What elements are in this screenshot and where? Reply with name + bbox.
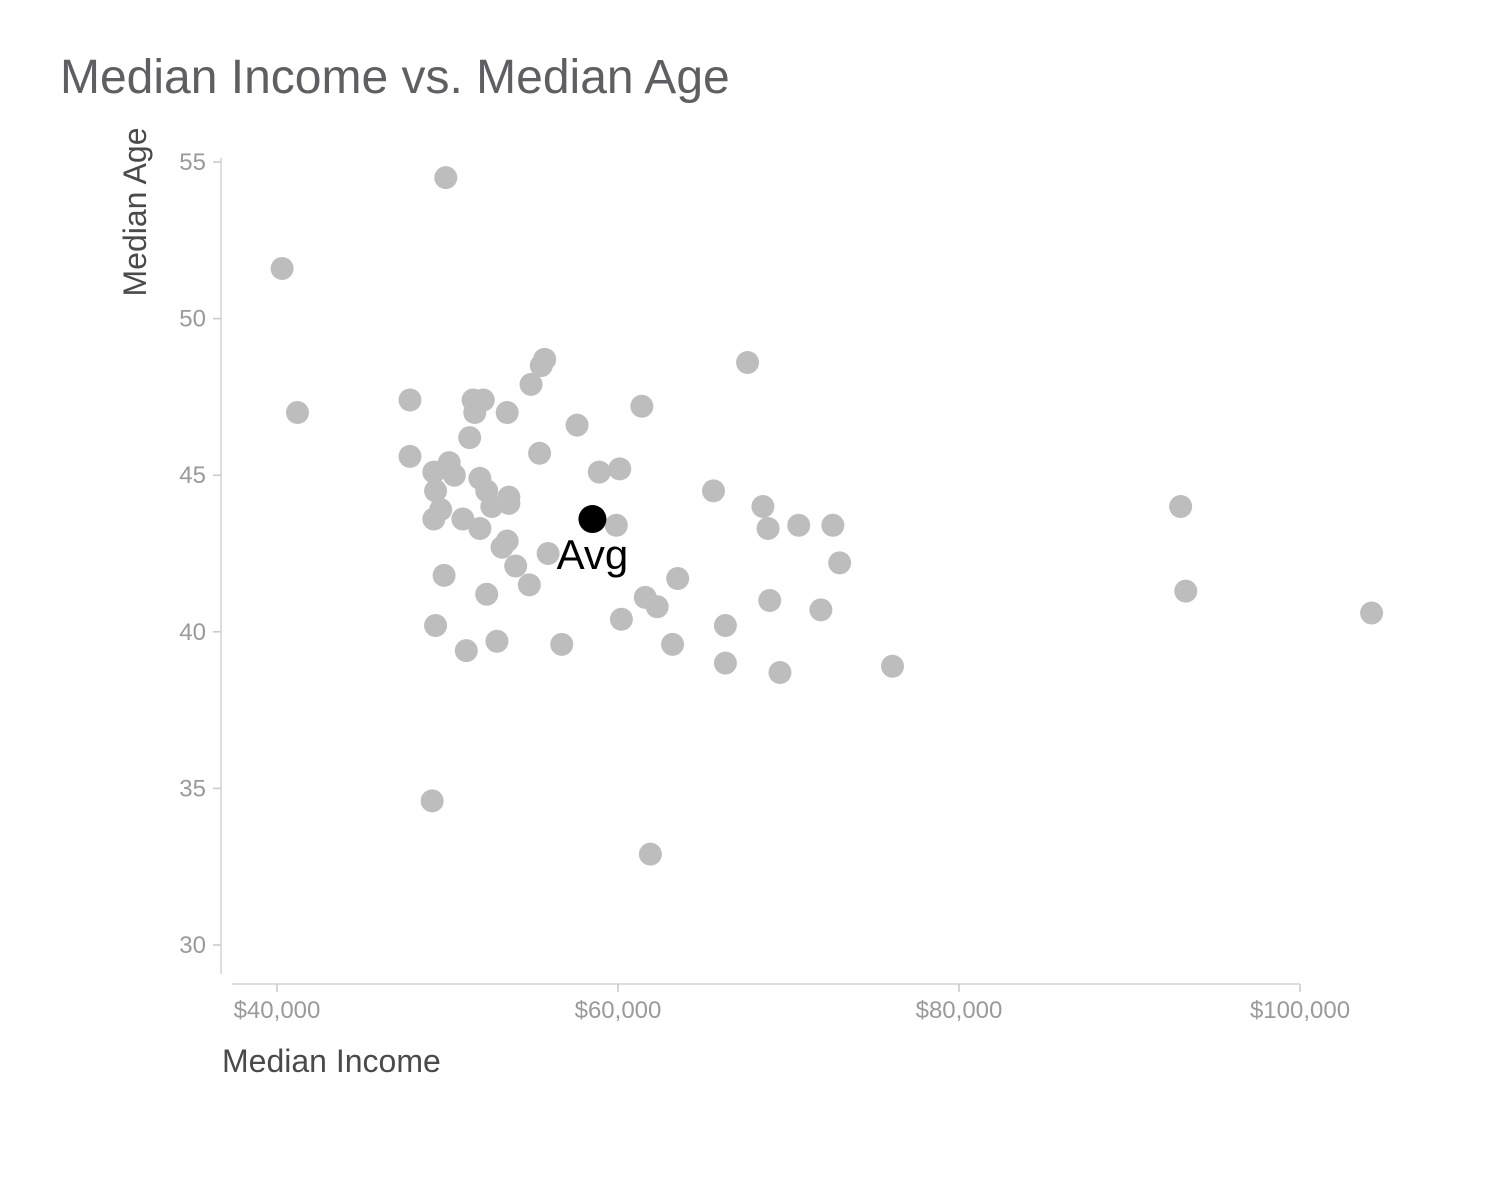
data-point [463,401,487,425]
data-point [638,842,662,866]
y-tick-label: 50 [179,306,206,333]
data-point [630,394,654,418]
data-point [821,513,845,537]
data-point [458,426,482,450]
data-point [420,789,444,813]
average-label: Avg [557,531,629,578]
data-point [756,516,780,540]
y-tick-label: 55 [179,149,206,176]
data-point [1360,601,1384,625]
data-point [495,401,519,425]
data-point [751,495,775,519]
data-point [451,507,475,531]
data-point [398,444,422,468]
data-point [701,479,725,503]
data-point [398,388,422,412]
chart-title: Median Income vs. Median Age [60,51,730,104]
y-tick-label: 40 [179,619,206,646]
data-point [270,256,294,280]
data-point [536,542,560,565]
x-tick-label: $60,000 [575,997,662,1024]
x-tick-label: $40,000 [234,997,321,1024]
data-point [1174,579,1198,603]
data-point [432,563,456,587]
data-point [881,654,905,678]
data-point [604,513,628,537]
data-point [497,491,521,515]
data-point [424,479,448,503]
data-point [768,661,792,685]
data-point [587,460,611,484]
data-point [809,598,833,622]
data-point [1169,495,1193,519]
data-point [758,588,782,612]
data-point [713,651,737,675]
y-tick-label: 35 [179,775,206,802]
data-point [495,529,519,553]
data-point [434,166,458,190]
x-axis-title: Median Income [222,1043,441,1079]
x-tick-label: $100,000 [1250,997,1350,1024]
data-point [713,614,737,638]
y-axis-title: Median Age [117,127,153,296]
data-point [504,554,528,578]
y-tick-label: 45 [179,462,206,489]
x-axis-ticks: $40,000 $60,000 $80,000 $100,000 [234,984,1350,1024]
data-point [528,441,552,465]
data-point [661,632,685,656]
data-point [666,567,690,591]
data-point [533,347,557,371]
data-points [270,166,1384,866]
average-marker-group: Avg [557,505,629,578]
data-point [565,413,589,437]
average-point [578,505,607,534]
data-point [550,632,574,656]
data-point [517,573,541,597]
data-point [454,639,478,663]
data-point [519,372,543,396]
data-point [475,582,499,606]
data-point [468,516,492,540]
data-point [485,629,509,653]
x-tick-label: $80,000 [916,997,1003,1024]
data-point [609,607,633,631]
y-axis-ticks: 30 35 40 45 50 55 [179,149,221,959]
data-point [424,614,448,638]
data-point [442,463,466,487]
data-point [285,401,309,425]
data-point [429,498,453,522]
data-point [645,595,669,619]
data-point [736,350,760,374]
data-point [787,513,811,537]
y-tick-label: 30 [179,932,206,959]
data-point [608,457,632,481]
data-point [480,495,504,519]
data-point [828,551,852,575]
